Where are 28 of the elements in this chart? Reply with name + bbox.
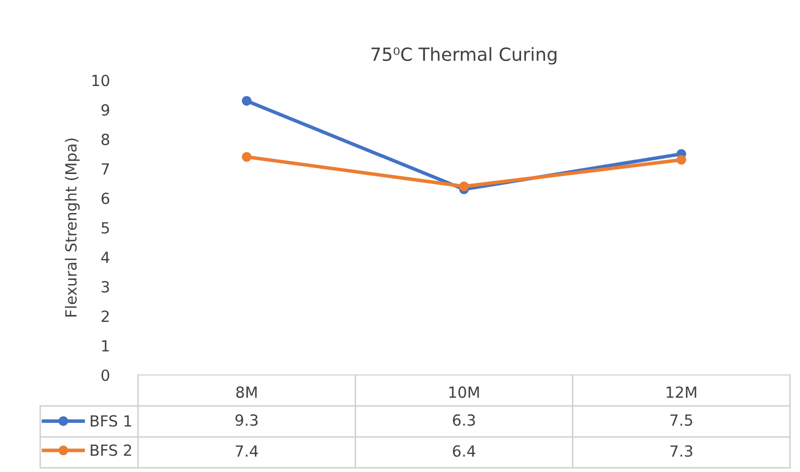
- x-tick-label: 12M: [666, 386, 696, 398]
- y-tick-label: 5: [102, 222, 109, 234]
- data-label: 7.5: [670, 414, 692, 426]
- legend-label: BFS 1: [90, 415, 132, 427]
- point: [676, 154, 686, 165]
- y-tick-label: 6: [102, 192, 110, 204]
- data-label: 7.4: [236, 445, 258, 457]
- y-tick-label: 3: [102, 281, 109, 293]
- data-label: 9.3: [235, 414, 258, 426]
- y-tick-label: 4: [101, 252, 110, 263]
- y-tick-label: 2: [102, 310, 109, 322]
- y-tick-label: 8: [102, 134, 110, 146]
- x-tick-label: 8M: [236, 386, 257, 398]
- y-tick-label: 1: [102, 340, 109, 352]
- data-label: 6.3: [452, 414, 475, 426]
- y-tick-label: 9: [101, 104, 110, 116]
- y-tick-label: 10: [92, 74, 110, 86]
- point: [459, 181, 469, 192]
- data-label: 6.4: [452, 445, 476, 457]
- legend-label: BFS 2: [90, 444, 132, 456]
- point: [242, 96, 252, 106]
- y-axis-title: Flexural Strenght (Mpa): [64, 138, 80, 316]
- x-tick-label: 10M: [449, 386, 479, 398]
- data-label: 7.3: [670, 445, 692, 457]
- point: [242, 152, 252, 162]
- chart-title: 75⁰C Thermal Curing: [371, 47, 556, 65]
- y-tick-label: 7: [102, 163, 109, 174]
- y-tick-label: 0: [102, 369, 110, 382]
